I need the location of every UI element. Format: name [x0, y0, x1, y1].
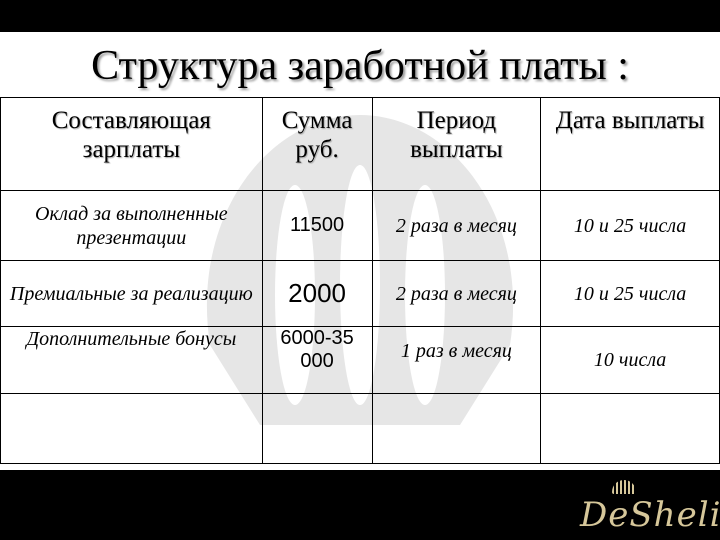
cell-amount: 11500 [261, 190, 373, 261]
cell-period: 2 раза в месяц [371, 260, 542, 327]
header-amount: Сумма руб. [261, 97, 373, 191]
table-row-empty [0, 393, 720, 464]
cell-component: Оклад за выполненные презентации [0, 190, 263, 261]
cell-amount: 2000 [261, 260, 373, 327]
cell-period: 2 раза в месяц [371, 190, 542, 261]
cell-period: 1 раз в месяц [371, 326, 542, 394]
cell-component: Премиальные за реализацию [0, 260, 263, 327]
cell-date: 10 числа [540, 326, 720, 394]
shell-logo-icon [612, 480, 636, 494]
cell-date: 10 и 25 числа [540, 260, 720, 327]
cell-amount: 6000-35000 [261, 326, 373, 394]
cell-period [371, 393, 542, 464]
cell-date: 10 и 25 числа [540, 190, 720, 261]
salary-table: Составляющая зарплаты Сумма руб. Период вып… [0, 97, 720, 464]
cell-amount [261, 393, 373, 464]
table-row: Дополнительные бонусы 6000-35000 1 раз в… [0, 326, 720, 394]
footer-bar [0, 470, 720, 540]
table-row: Оклад за выполненные презентации 11500 2… [0, 190, 720, 261]
brand-logo: DeSheli [580, 495, 720, 535]
header-component: Составляющая зарплаты [0, 97, 263, 191]
cell-component: Дополнительные бонусы [0, 326, 263, 394]
slide-title: Структура заработной платы : [91, 43, 629, 89]
table-row: Премиальные за реализацию 2000 2 раза в … [0, 260, 720, 327]
top-bar [0, 0, 720, 32]
header-period: Период выплаты [371, 97, 542, 191]
table-header-row: Составляющая зарплаты Сумма руб. Период вып… [0, 97, 720, 191]
cell-component [0, 393, 263, 464]
header-date: Дата выплаты [540, 97, 720, 191]
cell-date [540, 393, 720, 464]
